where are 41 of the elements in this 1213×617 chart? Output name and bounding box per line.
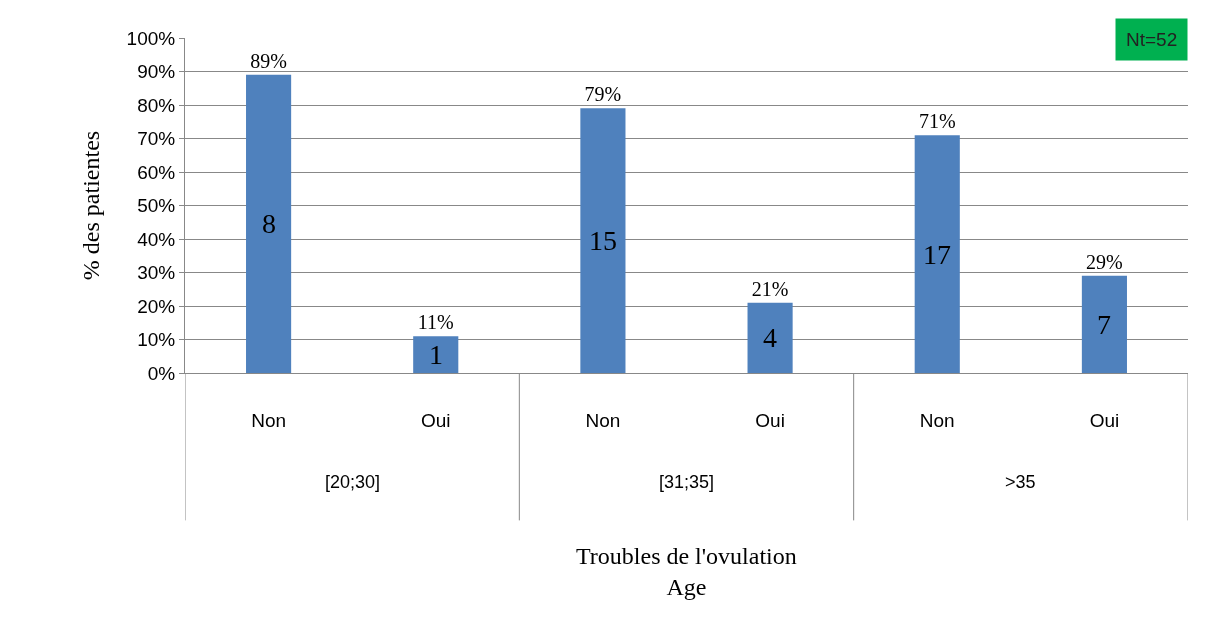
bar xyxy=(914,135,960,373)
bar xyxy=(580,108,626,373)
annotation: 15 xyxy=(589,225,617,256)
x-tick-label: Non xyxy=(919,409,955,431)
text: >35 xyxy=(1005,472,1036,492)
y-tick-label: 80% xyxy=(137,94,176,116)
data-label: 71% xyxy=(918,110,956,133)
y-tick-label: 10% xyxy=(137,329,176,351)
y-tick-label: 30% xyxy=(137,262,176,284)
annotation: 1 xyxy=(429,339,443,370)
y-tick-label: 50% xyxy=(137,195,176,217)
data-label: 29% xyxy=(1086,250,1123,273)
annotation: 4 xyxy=(763,322,777,353)
bar xyxy=(413,336,459,373)
y-tick-label: 20% xyxy=(137,295,176,317)
data-label: 11% xyxy=(417,311,454,334)
y-tick-label: 60% xyxy=(137,161,176,183)
annotation: 17 xyxy=(923,239,951,270)
x-tick-label: Oui xyxy=(1089,409,1120,431)
bar xyxy=(1081,275,1127,373)
y-tick-label: 90% xyxy=(137,61,176,83)
bar xyxy=(747,302,793,373)
x-tick-label: Oui xyxy=(755,409,785,431)
bar xyxy=(246,74,292,373)
y-tick-label: 70% xyxy=(137,128,176,150)
annotation: 8 xyxy=(262,208,276,239)
y-tick-label: 100% xyxy=(126,27,176,49)
y-tick-label: 0% xyxy=(147,362,176,384)
x-axis-title: Troubles de l'ovulation Age xyxy=(576,543,797,601)
x-tick-label: Non xyxy=(251,409,287,431)
annotation: 7 xyxy=(1097,309,1111,340)
x-tick-label: Non xyxy=(585,409,621,431)
annotation: Nt=52 xyxy=(1126,29,1178,50)
y-axis-title: % des patientes xyxy=(77,130,104,281)
text: [31;35] xyxy=(659,472,715,492)
data-label: 21% xyxy=(751,277,789,300)
x-tick-label: Oui xyxy=(420,409,451,431)
data-label: 89% xyxy=(250,49,287,72)
text: [20;30] xyxy=(325,472,381,492)
data-label: 79% xyxy=(584,83,622,106)
y-tick-label: 40% xyxy=(137,228,176,250)
